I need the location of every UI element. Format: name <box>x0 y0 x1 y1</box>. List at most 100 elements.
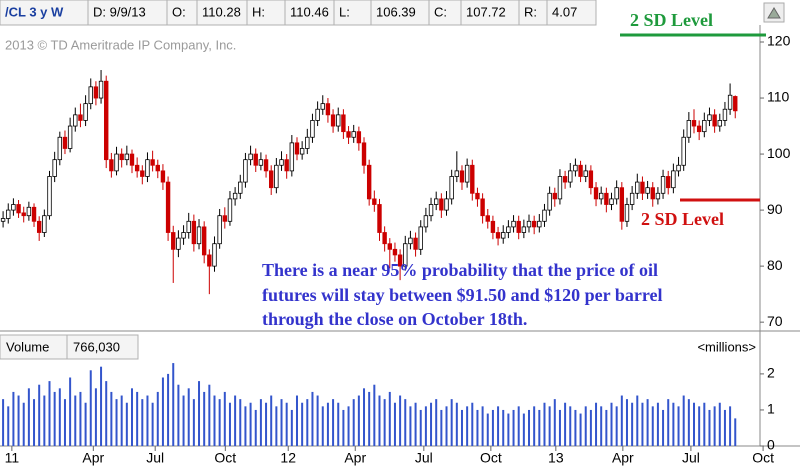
candle-body <box>640 181 645 194</box>
volume-bar <box>718 402 721 446</box>
volume-bar <box>177 384 180 446</box>
y-tick-label: 0 <box>767 437 775 453</box>
volume-bar <box>89 370 92 446</box>
volume-bar <box>667 399 670 446</box>
volume-bar <box>528 409 531 446</box>
volume-bar <box>481 406 484 446</box>
candle-body <box>26 206 32 217</box>
volume-bar <box>167 373 170 446</box>
volume-bar <box>203 391 206 446</box>
candle-body <box>263 159 269 172</box>
candle-body <box>372 198 377 205</box>
candle-body <box>351 131 356 138</box>
candle-body <box>336 114 341 127</box>
candle-body <box>325 103 331 116</box>
candle-body <box>434 198 439 205</box>
volume-bar <box>33 399 36 446</box>
volume-bar <box>275 406 278 446</box>
candle-body <box>418 226 423 250</box>
candle-body <box>6 209 11 219</box>
candle-body <box>686 120 692 138</box>
volume-title-box <box>0 334 68 360</box>
volume-bar <box>259 399 262 446</box>
volume-bar <box>120 395 123 446</box>
volume-bar <box>615 406 618 446</box>
volume-bar <box>497 406 500 446</box>
volume-readout-box <box>66 334 139 360</box>
settings-icon[interactable] <box>763 2 785 23</box>
candle-body <box>392 248 398 256</box>
volume-bar <box>507 413 510 446</box>
volume-bar <box>424 406 427 446</box>
candle-body <box>62 136 68 149</box>
candle-body <box>212 243 217 267</box>
volume-bar <box>486 413 489 446</box>
candle-body <box>423 215 429 228</box>
volume-bar <box>600 406 603 446</box>
note-line: futures will stay between $91.50 and $12… <box>262 285 663 305</box>
volume-bar <box>105 381 108 446</box>
candle-body <box>165 181 171 233</box>
candle-body <box>552 192 557 200</box>
candle-body <box>619 187 625 222</box>
candle-body <box>109 159 114 172</box>
volume-bar <box>569 406 572 446</box>
volume-bar <box>404 399 407 446</box>
x-tick-label: Jul <box>682 450 700 466</box>
volume-bar <box>316 395 319 446</box>
volume-bar <box>357 395 360 446</box>
header-cell <box>333 0 372 26</box>
header-cell <box>166 0 198 26</box>
volume-bar <box>172 363 175 446</box>
candle-body <box>67 125 73 149</box>
candle-body <box>645 187 650 194</box>
volume-bar <box>295 395 298 446</box>
volume-bar <box>399 395 402 446</box>
volume-bar <box>651 406 654 446</box>
candle-body <box>526 220 532 228</box>
candle-body <box>129 153 135 166</box>
candle-body <box>449 176 454 200</box>
volume-bar <box>53 391 56 446</box>
candle-body <box>413 237 418 250</box>
candle-body <box>207 254 212 267</box>
note-line: through the close on October 18th. <box>262 309 527 329</box>
candle-body <box>279 159 284 166</box>
x-tick-label: Apr <box>82 450 104 466</box>
candle-body <box>310 120 315 138</box>
candle-body <box>83 103 88 121</box>
candle-body <box>609 198 614 205</box>
volume-bar <box>471 402 474 446</box>
candle-body <box>124 153 130 161</box>
candle-body <box>588 170 594 189</box>
field-label: C: <box>434 4 447 19</box>
copyright: 2013 © TD Ameritrade IP Company, Inc. <box>5 37 236 52</box>
volume-bar <box>584 406 587 446</box>
volume-bar <box>383 399 386 446</box>
volume-bar <box>687 399 690 446</box>
volume-bar <box>151 402 154 446</box>
volume-bar <box>476 409 479 446</box>
volume-bar <box>574 409 577 446</box>
candle-body <box>387 243 392 250</box>
note-line: There is a near 95% probability that the… <box>262 260 658 280</box>
volume-bar <box>69 377 72 446</box>
candle-body <box>722 108 728 121</box>
candle-body <box>119 153 124 161</box>
volume-bar <box>450 399 453 446</box>
candle-body <box>521 226 527 233</box>
candle-body <box>614 187 619 200</box>
date: D: 9/9/13 <box>93 4 146 19</box>
candle-body <box>140 170 145 177</box>
volume-bar <box>636 395 639 446</box>
volume-bar <box>27 388 30 446</box>
volume-bar <box>693 402 696 446</box>
candle-body <box>475 192 480 200</box>
candle-body <box>155 164 160 172</box>
candle-body <box>501 232 506 239</box>
candle-body <box>31 206 37 222</box>
candle-body <box>408 237 413 245</box>
volume-bar <box>74 395 77 446</box>
candle-body <box>366 164 372 200</box>
